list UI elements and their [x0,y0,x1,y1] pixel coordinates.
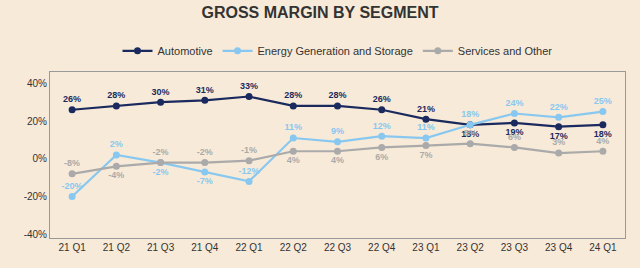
svg-text:11%: 11% [285,122,303,132]
svg-text:-2%: -2% [197,147,213,157]
svg-text:3%: 3% [552,137,565,147]
svg-text:40%: 40% [27,78,47,89]
svg-text:-20%: -20% [24,191,47,202]
svg-text:21 Q4: 21 Q4 [191,242,219,253]
svg-text:22 Q3: 22 Q3 [324,242,352,253]
svg-text:21 Q2: 21 Q2 [103,242,131,253]
svg-text:23 Q1: 23 Q1 [412,242,440,253]
svg-text:28%: 28% [328,90,346,100]
svg-text:26%: 26% [63,94,81,104]
svg-text:24 Q1: 24 Q1 [589,242,617,253]
svg-text:31%: 31% [196,85,214,95]
svg-text:25%: 25% [594,96,612,106]
svg-text:4%: 4% [331,155,344,165]
svg-text:22 Q4: 22 Q4 [368,242,396,253]
svg-text:22 Q1: 22 Q1 [235,242,263,253]
svg-text:28%: 28% [107,90,125,100]
svg-text:33%: 33% [240,81,258,91]
svg-text:4%: 4% [287,155,300,165]
svg-text:23 Q4: 23 Q4 [545,242,573,253]
svg-text:6%: 6% [508,132,521,142]
svg-text:7%: 7% [419,150,432,160]
svg-text:20%: 20% [27,116,47,127]
svg-text:-7%: -7% [197,176,213,186]
svg-text:24%: 24% [505,98,523,108]
svg-text:23 Q3: 23 Q3 [501,242,529,253]
svg-text:22 Q2: 22 Q2 [280,242,308,253]
svg-text:-4%: -4% [108,170,124,180]
svg-text:4%: 4% [596,136,609,146]
svg-text:11%: 11% [417,122,435,132]
svg-text:30%: 30% [152,87,170,97]
svg-text:-1%: -1% [241,145,257,155]
svg-text:22%: 22% [550,102,568,112]
svg-text:18%: 18% [594,129,612,139]
svg-text:18%: 18% [461,109,479,119]
svg-text:6%: 6% [375,152,388,162]
svg-text:12%: 12% [373,121,391,131]
svg-text:-2%: -2% [153,167,169,177]
svg-text:-40%: -40% [24,229,47,240]
svg-text:Automotive: Automotive [158,45,213,57]
svg-text:28%: 28% [284,90,302,100]
svg-text:19%: 19% [505,127,523,137]
svg-text:2%: 2% [110,139,123,149]
svg-text:0%: 0% [33,153,48,164]
svg-text:GROSS MARGIN BY SEGMENT: GROSS MARGIN BY SEGMENT [201,4,438,21]
svg-text:18%: 18% [461,129,479,139]
svg-text:-12%: -12% [239,166,260,176]
svg-text:21 Q1: 21 Q1 [58,242,86,253]
svg-text:Services and Other: Services and Other [458,45,552,57]
svg-text:21 Q3: 21 Q3 [147,242,175,253]
svg-text:-8%: -8% [64,158,80,168]
svg-text:8%: 8% [464,128,477,138]
svg-text:23 Q2: 23 Q2 [457,242,485,253]
svg-text:Energy Generation and Storage: Energy Generation and Storage [258,45,413,57]
svg-text:17%: 17% [550,131,568,141]
svg-text:26%: 26% [373,94,391,104]
svg-text:21%: 21% [417,104,435,114]
svg-text:-2%: -2% [153,147,169,157]
svg-text:9%: 9% [331,126,344,136]
svg-text:-20%: -20% [62,181,83,191]
